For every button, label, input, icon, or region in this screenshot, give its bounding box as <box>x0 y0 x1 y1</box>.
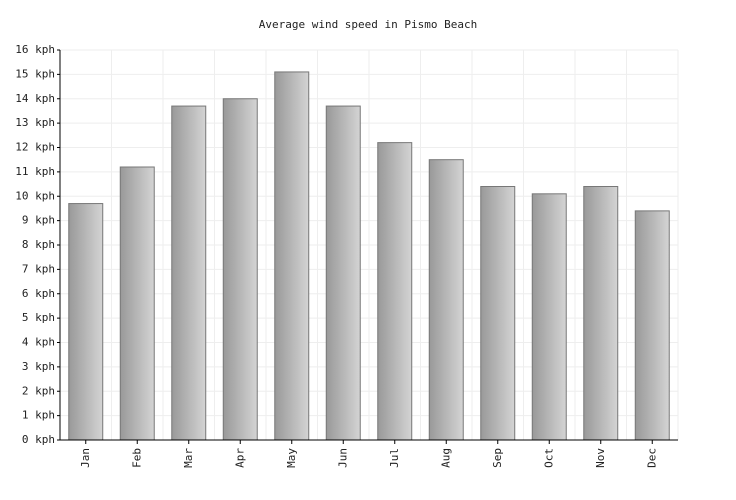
x-tick-label: Mar <box>182 448 195 468</box>
bar <box>274 71 310 441</box>
x-tick-label: Apr <box>233 448 246 468</box>
y-tick-label: 6 kph <box>22 287 55 300</box>
y-tick-label: 9 kph <box>22 214 55 227</box>
x-tick-label: Jan <box>79 448 92 468</box>
y-tick-label: 3 kph <box>22 360 55 373</box>
bar <box>119 166 155 441</box>
bar <box>222 98 258 441</box>
x-tick-label: Dec <box>645 448 658 468</box>
x-tick-label: Jul <box>388 448 401 468</box>
y-tick-label: 1 kph <box>22 409 55 422</box>
x-tick-label: Sep <box>491 448 504 468</box>
x-tick-label: May <box>285 448 298 468</box>
x-tick-label: Aug <box>439 448 452 468</box>
bar <box>428 159 464 441</box>
y-tick-label: 11 kph <box>15 165 55 178</box>
x-tick-label: Jun <box>336 448 349 468</box>
bar <box>583 186 619 441</box>
y-tick-label: 0 kph <box>22 433 55 446</box>
y-tick-label: 15 kph <box>15 67 55 80</box>
bar <box>68 203 104 441</box>
y-tick-label: 7 kph <box>22 262 55 275</box>
y-tick-label: 13 kph <box>15 116 55 129</box>
bar <box>634 210 670 441</box>
y-tick-label: 12 kph <box>15 141 55 154</box>
y-tick-label: 5 kph <box>22 311 55 324</box>
bar <box>171 105 207 441</box>
y-tick-label: 10 kph <box>15 189 55 202</box>
y-tick-label: 14 kph <box>15 92 55 105</box>
y-tick-label: 8 kph <box>22 238 55 251</box>
x-tick-label: Feb <box>130 448 143 468</box>
x-tick-label: Oct <box>542 448 555 468</box>
bar <box>377 142 413 441</box>
y-tick-label: 4 kph <box>22 336 55 349</box>
bar <box>325 105 361 441</box>
y-tick-label: 2 kph <box>22 384 55 397</box>
y-tick-label: 16 kph <box>15 43 55 56</box>
x-tick-label: Nov <box>594 448 607 468</box>
chart-title: Average wind speed in Pismo Beach <box>259 18 478 31</box>
bar <box>480 186 516 441</box>
bar <box>531 193 567 441</box>
